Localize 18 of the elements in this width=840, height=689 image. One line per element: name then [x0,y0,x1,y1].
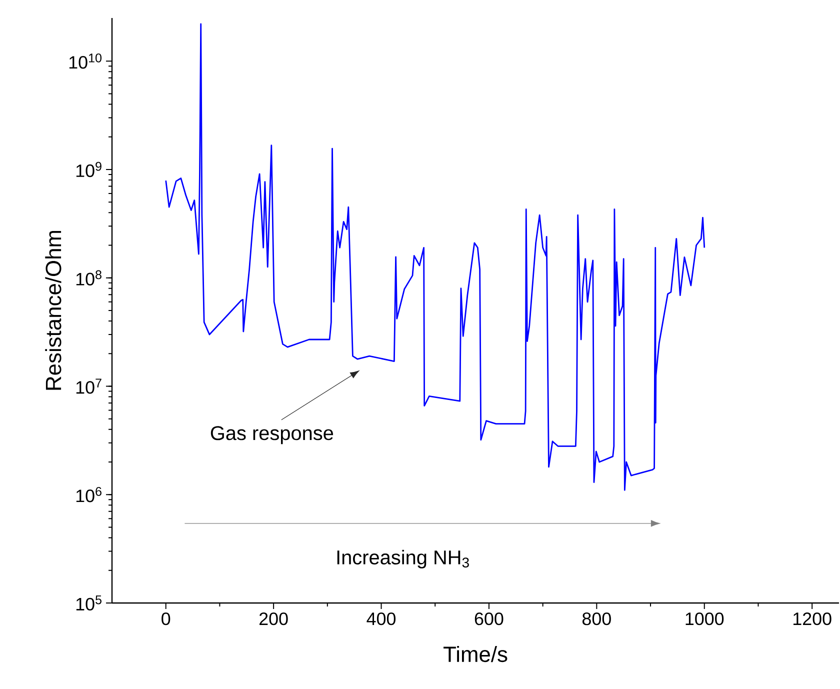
annotation: Increasing NH$_{3}$ [337,550,469,568]
x-axis-title: Time/s [444,646,508,662]
y-tick-label: 10$^{5}$ [76,595,102,611]
y-tick-label: 10$^{6}$ [76,487,102,502]
y-tick-label: 10$^{8}$ [76,270,102,286]
x-tick-label: 0 [162,612,170,626]
y-axis-title: Resistance/Ohm [45,230,62,390]
x-tick-label: 400 [366,612,396,626]
y-tick-label: 10$^{9}$ [76,162,102,178]
x-tick-label: 1200 [793,612,832,626]
line-series [165,23,706,491]
y-tick-label: 10$^{10}$ [69,54,102,69]
x-tick-label: 800 [582,612,611,626]
y-tick-label: 10$^{7}$ [76,378,102,394]
x-tick-label: 200 [260,612,288,626]
annotation: Gas response [210,426,334,444]
x-tick-label: 600 [474,612,504,626]
x-tick-label: 1000 [686,612,724,626]
